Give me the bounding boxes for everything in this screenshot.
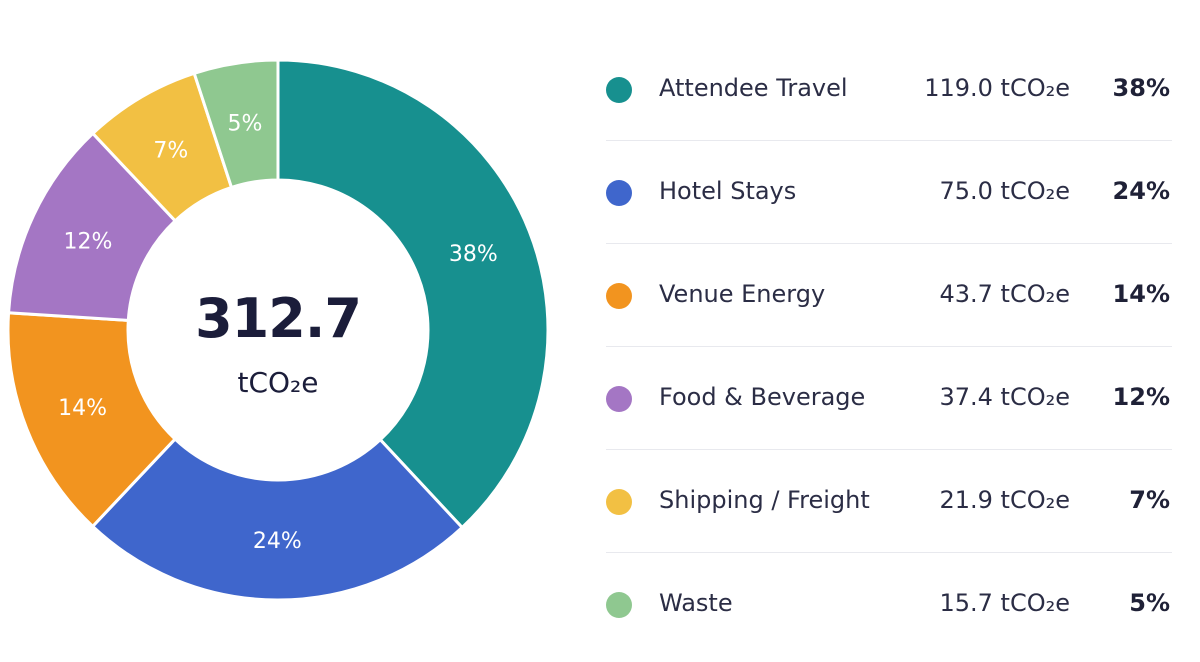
legend-value: 43.7 tCO₂e [939,280,1070,308]
legend-row-shipping-freight: Shipping / Freight 21.9 tCO₂e 7% [606,450,1172,553]
legend-value: 37.4 tCO₂e [939,383,1070,411]
legend-value: 15.7 tCO₂e [939,589,1070,617]
legend-percent: 5% [1129,589,1170,617]
legend-value: 21.9 tCO₂e [939,486,1070,514]
legend-percent: 38% [1112,74,1170,102]
legend-label: Food & Beverage [659,383,866,411]
legend-label: Venue Energy [659,280,826,308]
center-total: 312.7 [195,287,361,350]
slice-percent-label: 24% [253,529,302,554]
donut-slice-venue-energy [6,311,178,529]
legend-label: Shipping / Freight [659,486,870,514]
legend-row-waste: Waste 15.7 tCO₂e 5% [606,553,1172,655]
donut-slice-waste [192,58,280,190]
legend-swatch [606,386,632,412]
donut-slice-attendee-travel [276,58,550,530]
legend-value: 119.0 tCO₂e [924,74,1070,102]
slice-labels: 38% 24% 14% 12% 7% 5% [58,112,498,554]
legend-row-food-beverage: Food & Beverage 37.4 tCO₂e 12% [606,347,1172,450]
legend-percent: 7% [1129,486,1170,514]
legend-row-attendee-travel: Attendee Travel 119.0 tCO₂e 38% [606,38,1172,141]
slice-percent-label: 7% [153,138,188,163]
legend-row-hotel-stays: Hotel Stays 75.0 tCO₂e 24% [606,141,1172,244]
donut-slice-hotel-stays [90,436,465,602]
legend-swatch [606,180,632,206]
legend-label: Waste [659,589,733,617]
legend-percent: 24% [1112,177,1170,205]
legend-swatch [606,592,632,618]
legend: Attendee Travel 119.0 tCO₂e 38% Hotel St… [606,38,1172,655]
legend-swatch [606,283,632,309]
legend-row-venue-energy: Venue Energy 43.7 tCO₂e 14% [606,244,1172,347]
legend-percent: 12% [1112,383,1170,411]
donut-slices [6,58,550,602]
legend-swatch [606,489,632,515]
legend-label: Hotel Stays [659,177,797,205]
slice-percent-label: 38% [449,242,498,267]
legend-percent: 14% [1112,280,1170,308]
legend-label: Attendee Travel [659,74,848,102]
legend-value: 75.0 tCO₂e [939,177,1070,205]
slice-percent-label: 14% [58,396,107,421]
slice-percent-label: 5% [228,112,263,137]
center-unit: tCO₂e [237,366,318,399]
donut-chart: 38% 24% 14% 12% 7% 5% 312.7 tCO₂e [6,58,550,602]
slice-percent-label: 12% [64,230,113,255]
legend-swatch [606,77,632,103]
